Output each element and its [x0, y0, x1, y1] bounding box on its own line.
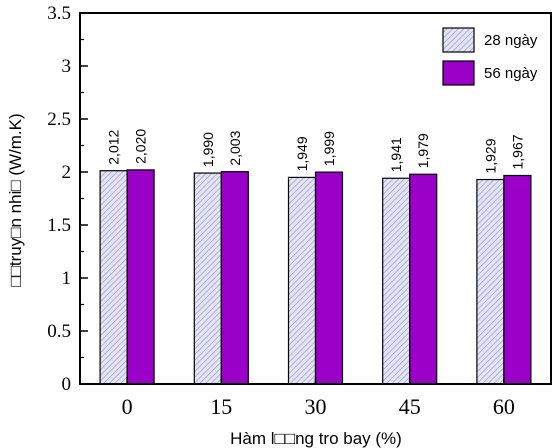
y-tick-label-1: 1	[62, 268, 72, 289]
bar-28-ngay-15	[193, 172, 222, 385]
data-label-56-ngay-15: 2,003	[227, 130, 243, 165]
data-label-28-ngay-45: 1,941	[388, 137, 404, 172]
data-label-28-ngay-30: 1,949	[294, 136, 310, 171]
bars-group	[99, 169, 532, 385]
x-axis-label: Hàm l□□ng tro bay (%)	[230, 429, 402, 448]
bar-56-ngay-0	[126, 169, 155, 385]
legend-swatch-56-ngay	[442, 60, 475, 86]
bar-56-ngay-60	[503, 174, 532, 385]
data-label-56-ngay-30: 1,999	[321, 131, 337, 166]
data-labels-group: 2,012 2,020 1,990 2,003 1,949 1,999 1,941 1,979…	[106, 129, 526, 174]
y-tick-label-0: 0	[62, 374, 72, 395]
y-tick-label-0.5: 0.5	[47, 321, 71, 342]
data-label-56-ngay-0: 2,020	[133, 129, 149, 164]
x-axis-ticks: 0 15 30 45 60	[122, 377, 515, 419]
y-tick-label-3.5: 3.5	[47, 3, 71, 24]
y-tick-label-3: 3	[62, 56, 72, 77]
x-tick-label-15: 15	[210, 394, 232, 419]
bar-56-ngay-30	[314, 171, 344, 385]
bar-28-ngay-30	[287, 176, 317, 385]
x-tick-label-30: 30	[305, 394, 327, 419]
data-label-56-ngay-45: 1,979	[415, 133, 431, 168]
bar-28-ngay-60	[476, 178, 505, 385]
y-tick-label-2.5: 2.5	[47, 109, 71, 130]
bar-56-ngay-45	[409, 173, 438, 385]
y-axis-ticks: 0 0.5 1 1.5 2 2.5 3 3.5	[47, 3, 88, 395]
data-label-28-ngay-60: 1,929	[482, 138, 498, 173]
y-axis-label: □□truy□n nhi□ (W/m.K)	[6, 113, 25, 286]
data-label-28-ngay-15: 1,990	[200, 132, 216, 167]
data-label-28-ngay-0: 2,012	[106, 129, 122, 164]
data-label-56-ngay-60: 1,967	[509, 134, 525, 169]
x-tick-label-60: 60	[493, 394, 515, 419]
bar-56-ngay-15	[220, 171, 249, 385]
y-tick-label-1.5: 1.5	[47, 215, 71, 236]
bar-28-ngay-0	[99, 170, 128, 385]
legend-label-56-ngay: 56 ngày	[484, 65, 538, 82]
x-tick-label-45: 45	[399, 394, 421, 419]
legend-swatch-28-ngay	[442, 27, 475, 53]
y-tick-label-2: 2	[62, 162, 72, 183]
bar-28-ngay-45	[382, 177, 411, 385]
legend: 28 ngày 56 ngày	[442, 27, 538, 86]
x-tick-label-0: 0	[122, 394, 133, 419]
legend-label-28-ngay: 28 ngày	[484, 32, 538, 49]
